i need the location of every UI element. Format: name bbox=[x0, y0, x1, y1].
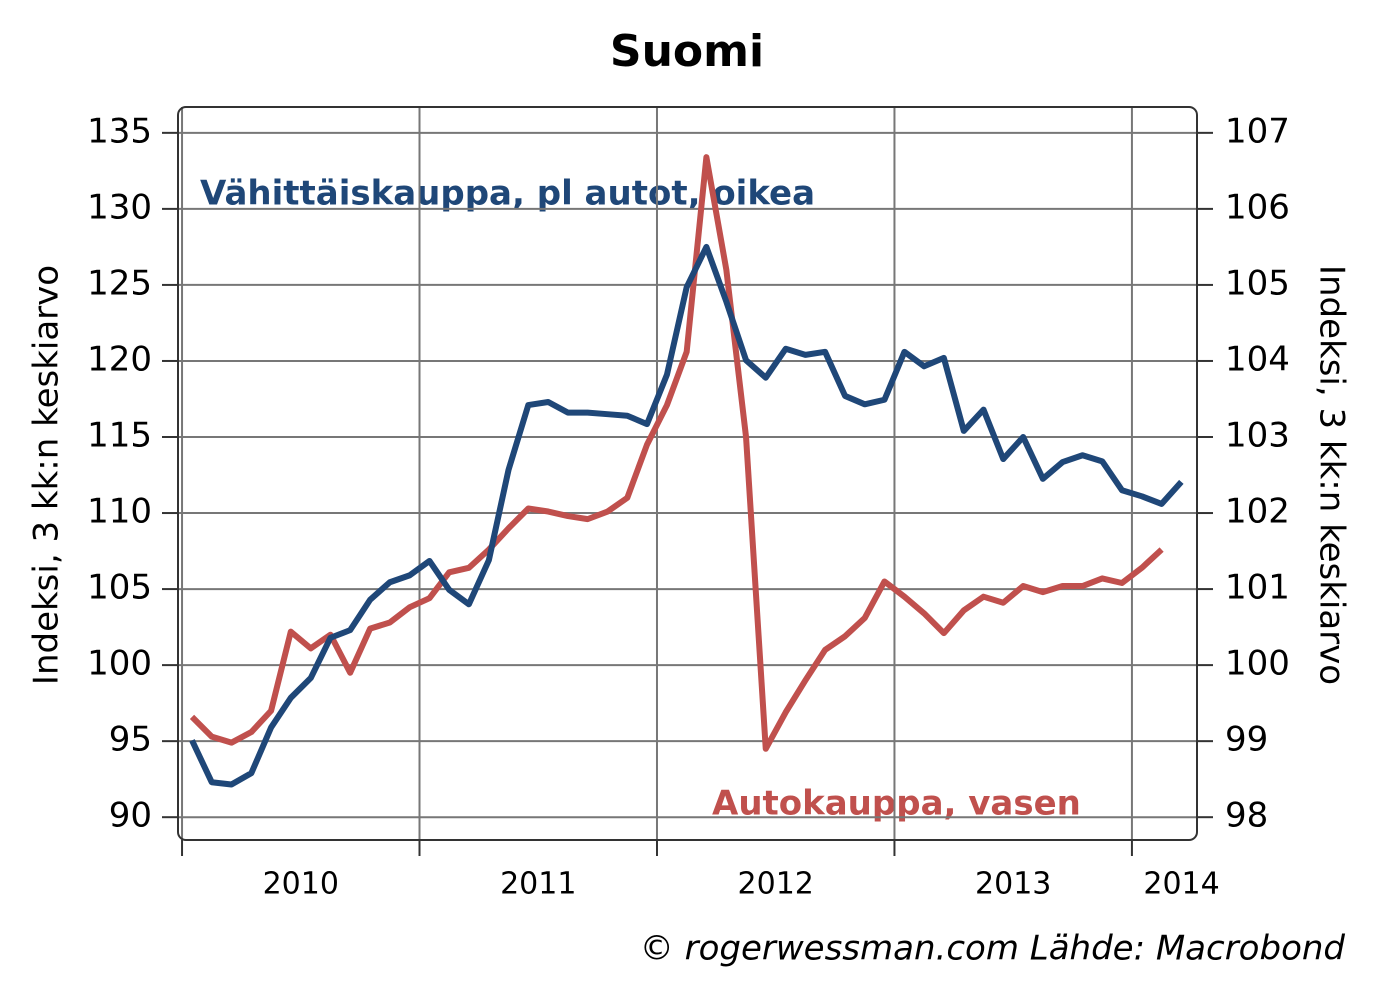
y2-tick-label: 105 bbox=[1225, 263, 1290, 303]
series-line bbox=[189, 243, 1184, 788]
source: © rogerwessman.com Lähde: Macrobond bbox=[640, 929, 1346, 969]
y2-tick-label: 101 bbox=[1225, 568, 1290, 608]
y2-tick-label: 100 bbox=[1225, 644, 1290, 684]
x-tick-label: 2012 bbox=[738, 867, 814, 902]
y-axis-label: Indeksi, 3 kk:n keskiarvo bbox=[27, 265, 67, 685]
y-tick-label: 120 bbox=[87, 339, 152, 379]
chart-title: Suomi bbox=[610, 26, 764, 77]
y-tick-label: 105 bbox=[87, 568, 152, 608]
y2-tick-label: 99 bbox=[1225, 720, 1268, 760]
x-tick-label: 2011 bbox=[500, 867, 576, 902]
y-tick-label: 130 bbox=[87, 187, 152, 227]
y-tick-label: 95 bbox=[109, 720, 152, 760]
series-annotation: Vähittäiskauppa, pl autot, oikea bbox=[200, 174, 815, 214]
y-tick-label: 110 bbox=[87, 492, 152, 532]
y-tick-label: 100 bbox=[87, 644, 152, 684]
y2-axis-label: Indeksi, 3 kk:n keskiarvo bbox=[1312, 265, 1352, 685]
y-tick-label: 125 bbox=[87, 263, 152, 303]
plot-frame bbox=[177, 106, 1198, 841]
x-tick-label: 2010 bbox=[263, 867, 339, 902]
x-tick-label: 2014 bbox=[1143, 867, 1219, 902]
x-tick-label: 2013 bbox=[975, 867, 1051, 902]
series-line bbox=[189, 154, 1164, 752]
y2-tick-label: 98 bbox=[1225, 796, 1268, 836]
y2-tick-label: 107 bbox=[1225, 111, 1290, 151]
y2-tick-label: 103 bbox=[1225, 416, 1290, 456]
y-tick-label: 115 bbox=[87, 416, 152, 456]
y2-tick-label: 106 bbox=[1225, 187, 1290, 227]
y-tick-label: 90 bbox=[109, 796, 152, 836]
y2-tick-label: 102 bbox=[1225, 492, 1290, 532]
y2-tick-label: 104 bbox=[1225, 339, 1290, 379]
y-tick-label: 135 bbox=[87, 111, 152, 151]
